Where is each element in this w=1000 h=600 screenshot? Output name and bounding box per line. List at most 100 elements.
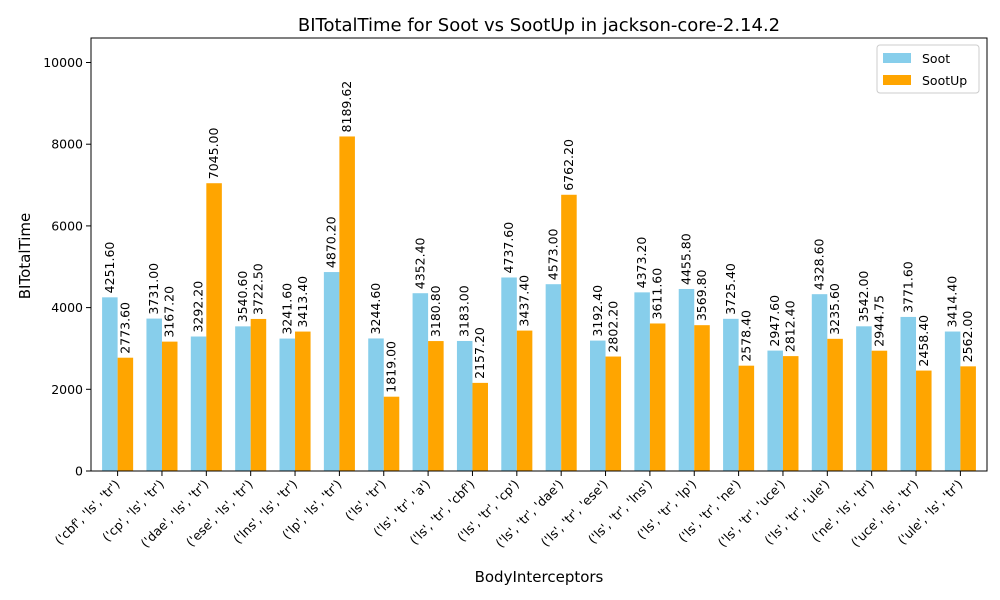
bar-soot-5: [323, 272, 340, 471]
bar-label-sootup-11: 2802.20: [605, 301, 620, 353]
bar-label-soot-18: 3771.60: [900, 261, 915, 313]
bar-label-sootup-14: 2578.40: [738, 310, 753, 362]
bar-label-sootup-5: 8189.62: [339, 81, 354, 133]
bar-soot-2: [190, 336, 207, 471]
y-tick-label-4: 8000: [51, 137, 83, 152]
bar-sootup-2: [206, 183, 222, 472]
bar-soot-7: [412, 293, 429, 471]
y-axis-ticks: 0 2000 4000 6000 8000 10000: [43, 55, 91, 479]
bar-sootup-17: [871, 350, 888, 471]
bar-sootup-5: [339, 136, 355, 472]
bar-label-soot-4: 3241.60: [279, 283, 294, 335]
bar-label-soot-10: 4573.00: [545, 228, 560, 280]
bar-label-soot-2: 3292.20: [191, 281, 206, 333]
bar-sootup-16: [827, 338, 843, 471]
bar-sootup-7: [428, 341, 444, 471]
bar-label-sootup-7: 3180.80: [428, 285, 443, 337]
bar-soot-3: [235, 326, 251, 471]
bar-label-sootup-13: 3569.80: [694, 269, 709, 321]
plot-frame: [90, 37, 988, 472]
bar-soot-1: [146, 318, 162, 471]
bar-soot-6: [368, 338, 384, 471]
bars-group: [102, 136, 976, 472]
bar-label-soot-7: 4352.40: [412, 237, 427, 289]
bar-label-soot-15: 2947.60: [767, 295, 782, 347]
bar-sootup-8: [472, 382, 488, 471]
legend-swatch-sootup: [883, 75, 911, 85]
bar-sootup-19: [960, 366, 976, 471]
bar-soot-14: [723, 318, 739, 471]
legend: Soot SootUp: [876, 44, 980, 94]
bar-label-sootup-12: 3611.60: [650, 268, 665, 320]
bar-label-soot-12: 4373.20: [634, 237, 649, 289]
bar-soot-15: [767, 350, 783, 471]
bar-soot-18: [900, 316, 917, 471]
bar-soot-19: [944, 331, 961, 471]
legend-swatch-soot: [883, 53, 911, 63]
bar-sootup-18: [916, 370, 932, 471]
bar-label-soot-9: 4737.60: [501, 222, 516, 274]
bar-label-soot-5: 4870.20: [324, 216, 339, 268]
bar-label-sootup-1: 3167.20: [162, 286, 177, 338]
bar-soot-10: [545, 284, 562, 471]
bar-sootup-3: [250, 318, 267, 471]
bar-label-soot-13: 4455.80: [678, 233, 693, 285]
bar-label-soot-0: 4251.60: [102, 242, 117, 294]
bar-soot-11: [590, 340, 606, 471]
bar-sootup-10: [561, 194, 577, 471]
bar-label-sootup-3: 3722.50: [250, 263, 265, 315]
bar-label-soot-1: 3731.00: [146, 263, 161, 315]
y-tick-label-2: 4000: [51, 300, 83, 315]
bar-sootup-11: [605, 356, 622, 471]
bar-label-sootup-4: 3413.40: [295, 276, 310, 328]
bar-label-soot-17: 3542.00: [856, 271, 871, 323]
chart-title: BITotalTime for Soot vs SootUp in jackso…: [298, 15, 780, 36]
bar-label-sootup-19: 2562.00: [960, 311, 975, 363]
bar-label-sootup-2: 7045.00: [206, 127, 221, 179]
x-axis-label: BodyInterceptors: [475, 568, 604, 586]
bar-sootup-1: [161, 341, 178, 471]
bar-soot-16: [811, 294, 828, 471]
bar-label-soot-6: 3244.60: [368, 283, 383, 335]
bar-sootup-12: [649, 323, 666, 471]
bar-label-soot-14: 3725.40: [723, 263, 738, 315]
bar-sootup-6: [383, 396, 400, 471]
bar-label-sootup-9: 3437.40: [517, 275, 532, 327]
bar-sootup-14: [738, 365, 755, 471]
bar-soot-17: [856, 326, 872, 471]
y-tick-label-1: 2000: [51, 382, 83, 397]
bar-sootup-15: [782, 356, 799, 471]
bar-label-sootup-6: 1819.00: [384, 341, 399, 393]
bar-label-soot-3: 3540.60: [235, 271, 250, 323]
bar-label-sootup-16: 3235.60: [827, 283, 842, 335]
bar-label-sootup-18: 2458.40: [916, 315, 931, 367]
y-tick-label-5: 10000: [43, 55, 83, 70]
y-tick-label-3: 6000: [51, 218, 83, 233]
bar-sootup-4: [295, 331, 311, 471]
bar-label-sootup-0: 2773.60: [117, 302, 132, 354]
bar-label-soot-16: 4328.60: [812, 238, 827, 290]
bar-sootup-9: [516, 330, 533, 471]
bar-label-soot-11: 3192.40: [590, 285, 605, 337]
bar-label-sootup-15: 2812.40: [783, 300, 798, 352]
legend-label-sootup: SootUp: [922, 73, 967, 88]
bar-soot-9: [501, 277, 517, 471]
legend-label-soot: Soot: [922, 51, 950, 66]
y-tick-label-0: 0: [75, 464, 83, 479]
bar-label-soot-19: 3414.40: [945, 276, 960, 328]
bar-soot-12: [634, 292, 650, 471]
bar-sootup-0: [117, 357, 134, 471]
bar-label-sootup-8: 2157.20: [472, 327, 487, 379]
bar-soot-13: [678, 288, 695, 471]
bar-soot-4: [279, 338, 296, 471]
bar-label-soot-8: 3183.00: [457, 285, 472, 337]
bar-soot-8: [456, 340, 473, 471]
bar-label-sootup-17: 2944.75: [871, 295, 886, 347]
bar-soot-0: [102, 297, 118, 471]
bar-sootup-13: [694, 325, 710, 471]
y-axis-label: BITotalTime: [16, 213, 34, 299]
bar-value-labels: 4251.60 3731.00 3292.20 3540.60 3241.60 4870.…: [102, 81, 975, 393]
